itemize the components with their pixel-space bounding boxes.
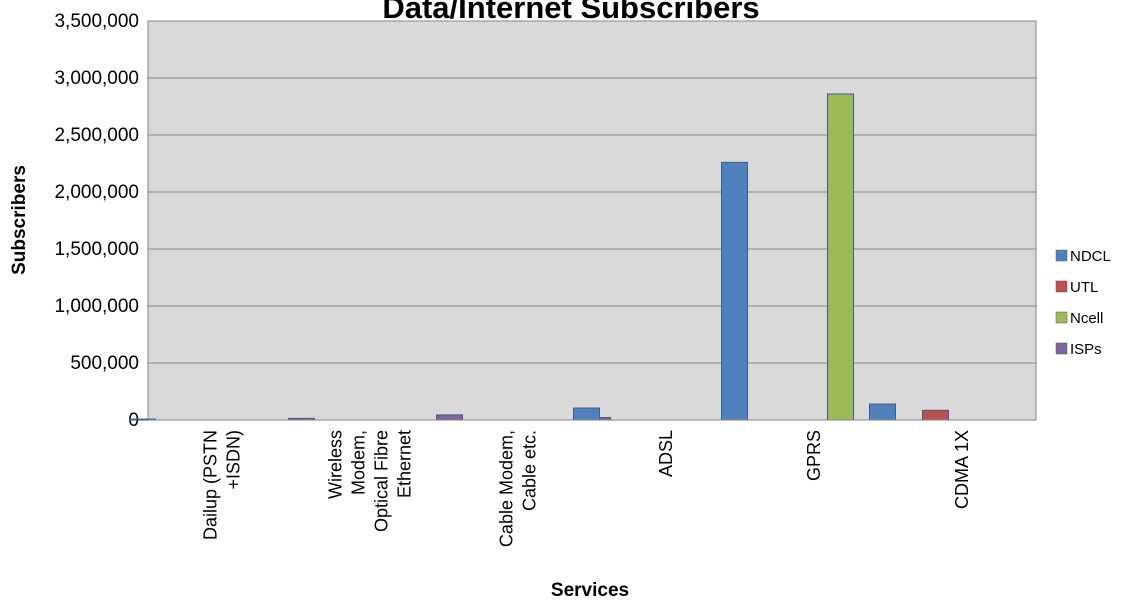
bar-ndcl-3	[573, 407, 600, 421]
y-axis-ticks: 0500,0001,000,0001,500,0002,000,0002,500…	[54, 11, 139, 431]
x-category-label: ADSL	[656, 430, 676, 477]
x-category-label: Cable Modem, Cable etc.	[497, 430, 540, 547]
legend-label-utl: UTL	[1070, 279, 1098, 296]
y-tick-label: 2,000,000	[54, 182, 139, 203]
x-category-line: Dailup (PSTN	[201, 430, 221, 540]
x-axis-title: Services	[551, 580, 629, 600]
x-category-line: CDMA 1X	[952, 430, 972, 509]
legend-swatch-ncell	[1055, 311, 1068, 324]
x-category-label: Wireless Modem, Optical Fibre Ethernet	[326, 430, 415, 532]
x-axis-categories: Dailup (PSTN +ISDN) Wireless Modem, Optical …	[201, 430, 973, 547]
legend-label-isps: ISPs	[1070, 341, 1102, 358]
bar-ndcl-4	[721, 161, 748, 421]
x-category-line: Ethernet	[395, 430, 415, 498]
bar-isps-1	[436, 414, 463, 421]
legend-swatch-utl	[1055, 280, 1068, 293]
plot-area	[147, 20, 1037, 421]
x-category-line: Cable etc.	[520, 430, 540, 511]
x-category-label: CDMA 1X	[952, 430, 972, 509]
legend-swatch-isps	[1055, 342, 1068, 355]
y-tick-label: 500,000	[70, 353, 139, 374]
y-tick-label: 3,000,000	[54, 68, 139, 89]
chart-title: Data/Internet Subscribers	[382, 0, 759, 25]
gridlines	[148, 20, 1036, 421]
y-tick-label: 1,000,000	[54, 296, 139, 317]
x-category-line: Cable Modem,	[497, 430, 517, 547]
bar-utl-5	[922, 409, 949, 421]
x-category-label: Dailup (PSTN +ISDN)	[201, 430, 244, 540]
bar-ncell-4	[827, 93, 854, 421]
y-tick-label: 1,500,000	[54, 239, 139, 260]
x-category-line: Wireless	[326, 430, 346, 499]
legend-label-ndcl: NDCL	[1070, 248, 1111, 265]
x-category-line: GPRS	[804, 430, 824, 481]
y-tick-label: 2,500,000	[54, 125, 139, 146]
bars	[129, 93, 949, 421]
x-category-line: +ISDN)	[224, 430, 244, 490]
y-axis-title: Subscribers	[9, 165, 30, 275]
legend-label-ncell: Ncell	[1070, 310, 1103, 327]
x-category-line: Modem,	[349, 430, 369, 495]
legend: NDCL UTL Ncell ISPs	[1055, 248, 1111, 358]
legend-swatch-ndcl	[1055, 249, 1068, 262]
x-category-line: ADSL	[656, 430, 676, 477]
x-category-label: GPRS	[804, 430, 824, 481]
x-category-line: Optical Fibre	[372, 430, 392, 532]
y-tick-label: 3,500,000	[54, 11, 139, 32]
bar-ndcl-5	[869, 403, 896, 421]
